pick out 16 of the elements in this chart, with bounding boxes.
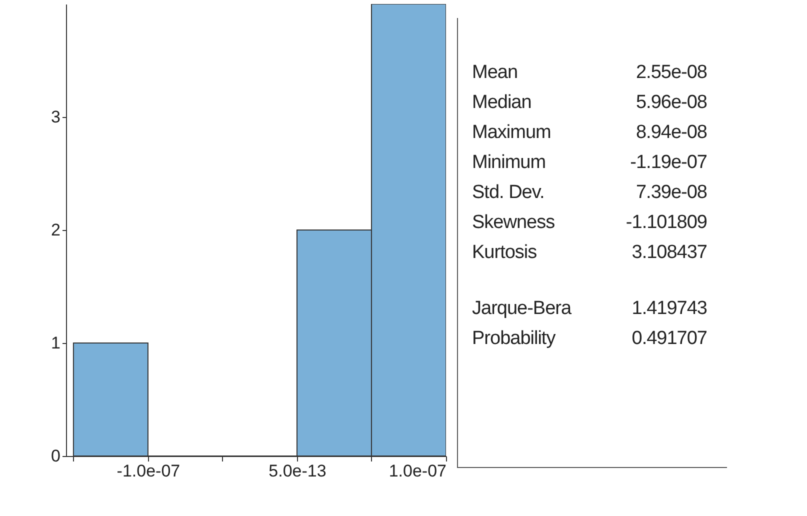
text: Maximum 8.94e-08: [472, 122, 707, 143]
text: Mean 2.55e-08: [472, 62, 707, 83]
text: Probability 0.491707: [472, 328, 707, 349]
y-tick-label: 1: [51, 334, 60, 352]
text: Skewness -1.101809: [472, 212, 707, 233]
text: Jarque-Bera 1.419743: [472, 298, 707, 319]
x-tick-label: 1.0e-07: [388, 462, 446, 480]
x-tick-label: 5.0e-13: [268, 462, 326, 480]
text: Minimum -1.19e-07: [472, 152, 707, 173]
x-tick-label: -1.0e-07: [116, 462, 180, 480]
y-tick-label: 3: [51, 108, 60, 126]
y-tick-label: 2: [51, 220, 60, 240]
text: Std. Dev. 7.39e-08: [472, 182, 707, 203]
text: Kurtosis 3.108437: [472, 242, 707, 263]
y-tick-label: 0: [51, 446, 60, 466]
text: Median 5.96e-08: [472, 92, 707, 113]
